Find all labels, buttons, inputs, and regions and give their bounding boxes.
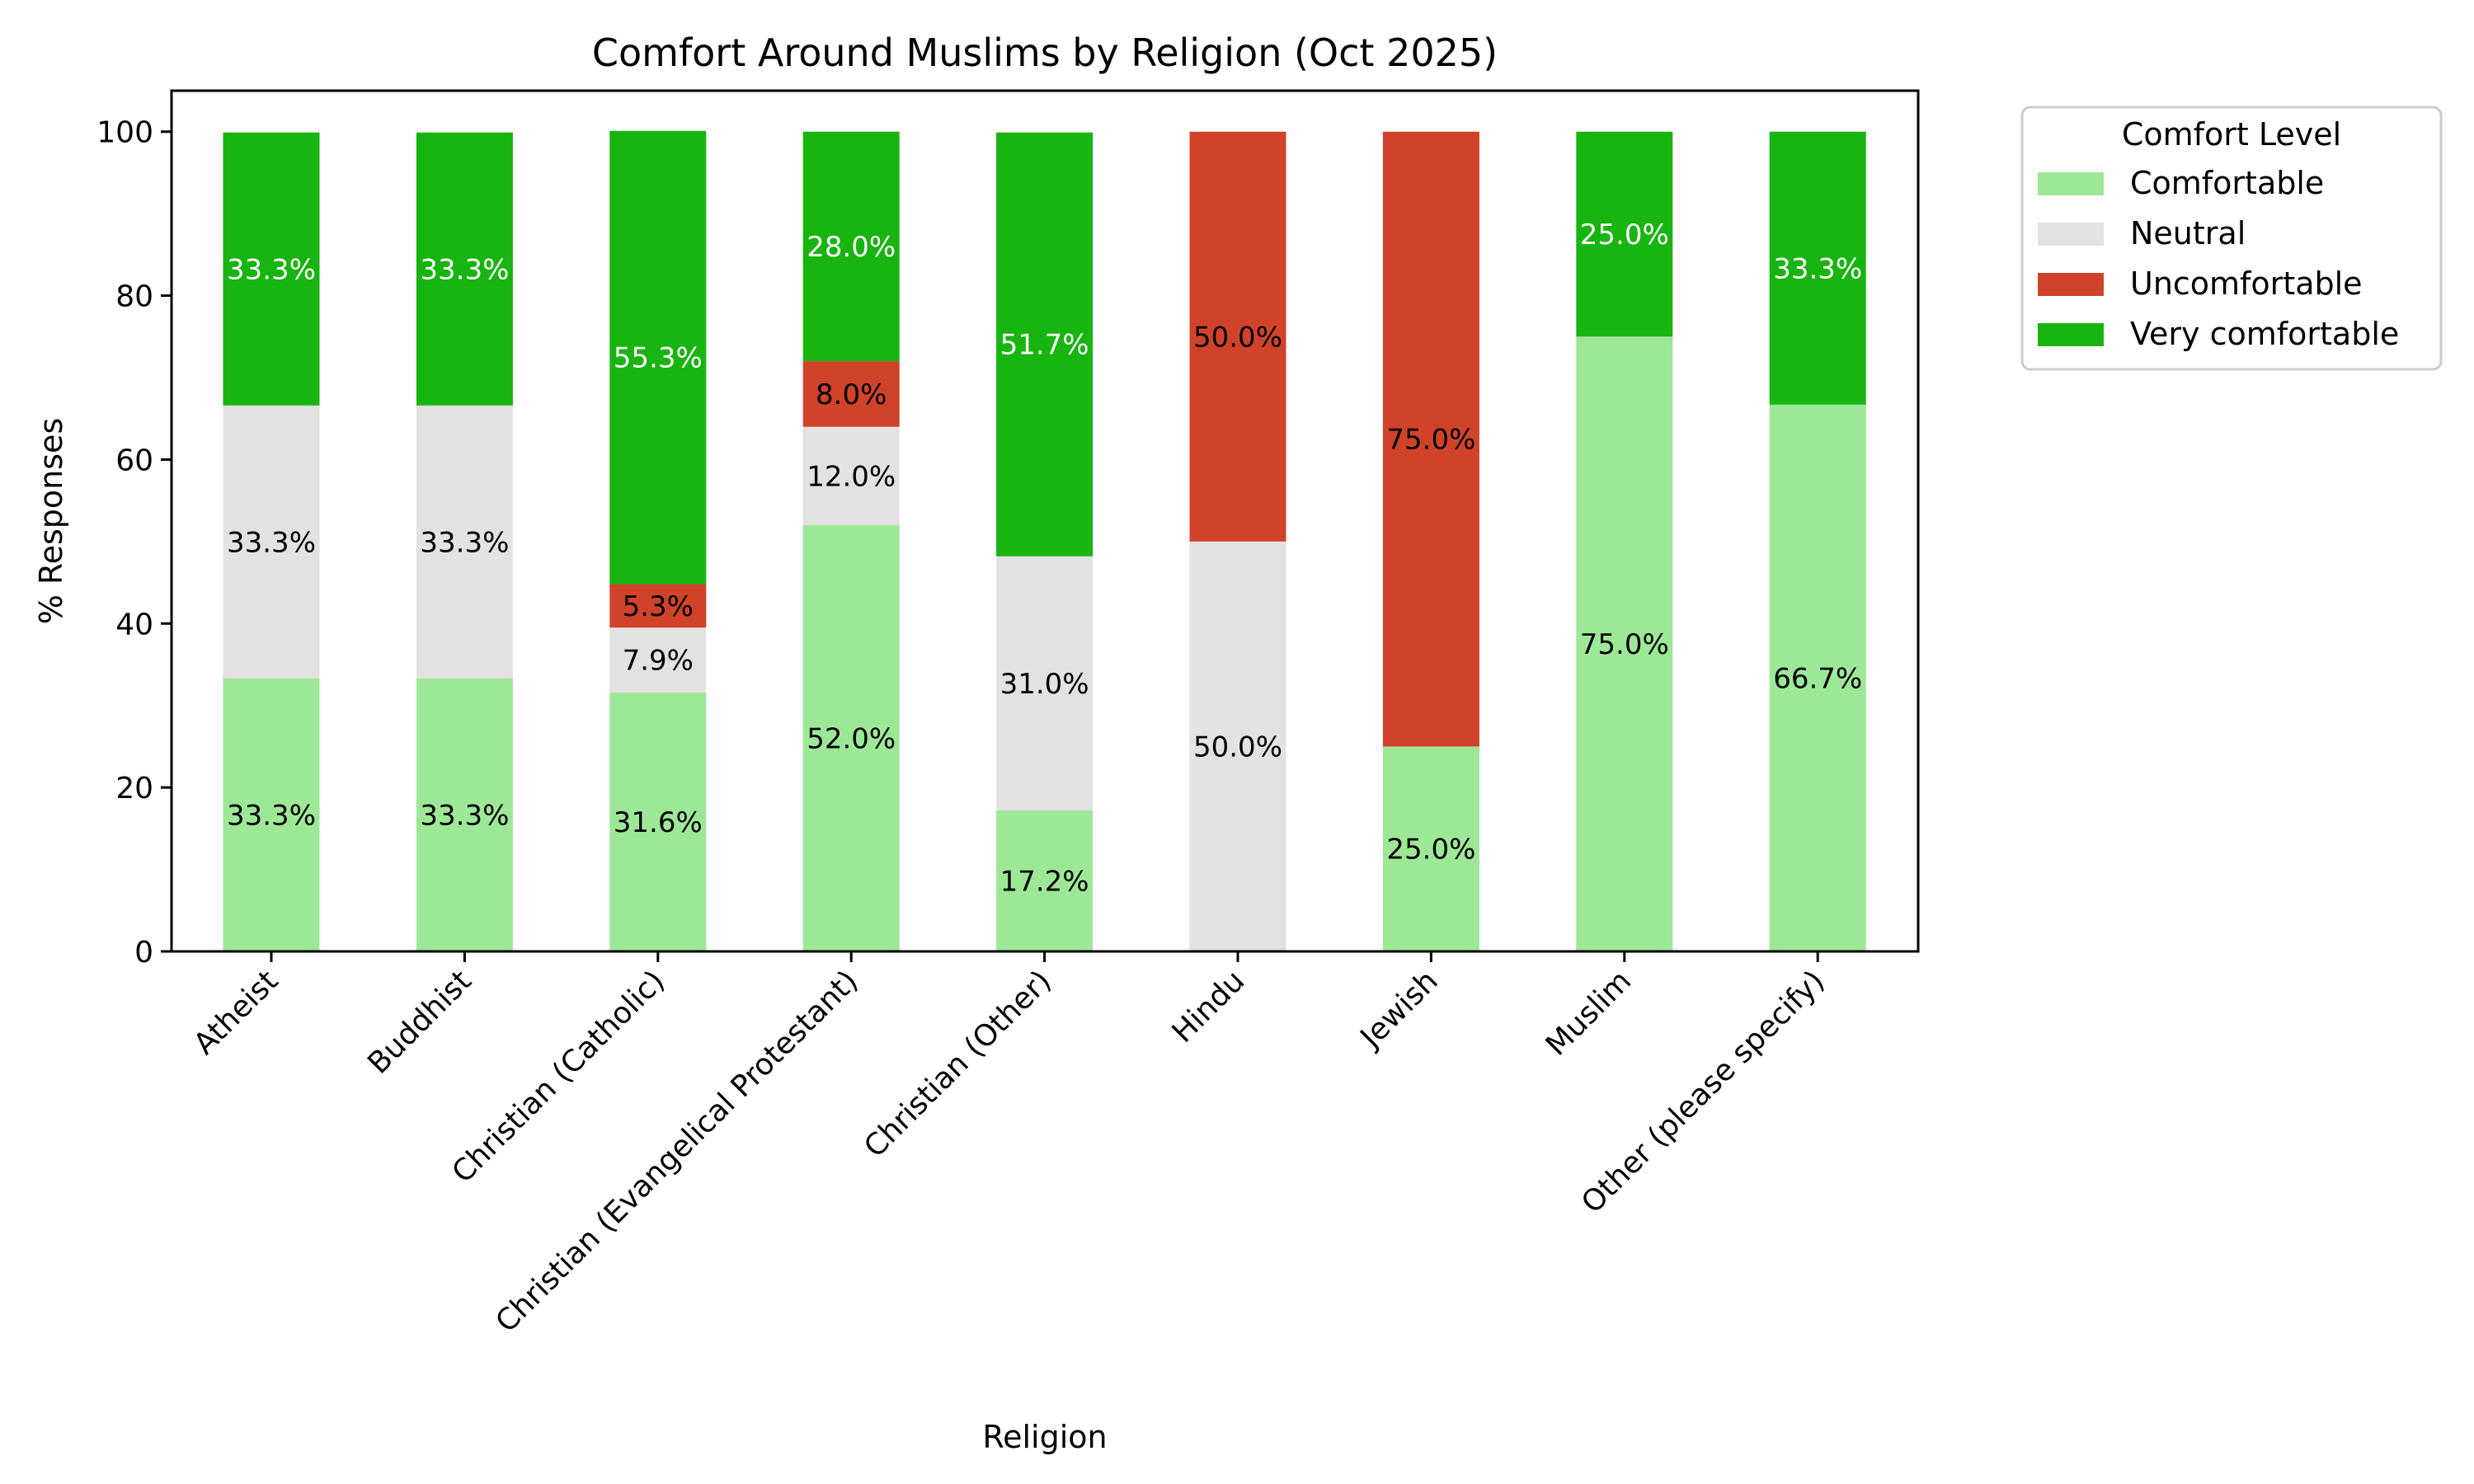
bar-segment bbox=[996, 556, 1094, 810]
bar-segment bbox=[1576, 336, 1673, 951]
legend-entry-label: Uncomfortable bbox=[2130, 265, 2363, 302]
legend-swatch bbox=[2038, 323, 2104, 346]
bar-labels-group: 33.3% 33.3% 33.3% 33.3% 33.3% 33.3% 31.6% 7.9% 5… bbox=[227, 218, 1862, 898]
bar-value-label: 33.3% bbox=[420, 253, 509, 286]
y-axis: 0 20 40 60 80 100 bbox=[96, 116, 172, 970]
bar-value-label: 52.0% bbox=[807, 722, 896, 755]
legend-frame bbox=[2020, 106, 2443, 371]
x-axis-label: Religion bbox=[982, 1419, 1107, 1455]
bar-segment bbox=[1769, 131, 1866, 405]
bar-segment bbox=[416, 405, 513, 679]
x-tick-label: Christian (Evangelical Protestant) bbox=[490, 964, 865, 1339]
x-tick-label: Jewish bbox=[1353, 964, 1445, 1055]
bar-segment bbox=[609, 692, 707, 951]
bar-value-label: 25.0% bbox=[1580, 218, 1669, 251]
y-tick-label: 60 bbox=[115, 444, 153, 477]
bar-value-label: 17.2% bbox=[1000, 865, 1089, 898]
legend: Comfort Level Comfortable Neutral Uncomfor… bbox=[2020, 106, 2443, 371]
bar-value-label: 75.0% bbox=[1580, 628, 1669, 661]
bar-value-label: 33.3% bbox=[420, 799, 509, 832]
y-tick-label: 100 bbox=[96, 116, 153, 150]
legend-title: Comfort Level bbox=[2122, 116, 2341, 153]
bar-segment bbox=[416, 132, 513, 406]
bar-value-label: 31.0% bbox=[1000, 668, 1089, 701]
bar-segment bbox=[223, 132, 320, 406]
bar-segment bbox=[1576, 131, 1673, 337]
bar-segment bbox=[609, 130, 707, 585]
legend-items: Comfortable Neutral Uncomfortable Very comf… bbox=[2038, 165, 2399, 352]
bars-group bbox=[223, 130, 1866, 952]
bar-value-label: 55.3% bbox=[614, 342, 703, 375]
y-tick-label: 20 bbox=[115, 772, 153, 805]
y-tick-label: 0 bbox=[134, 936, 153, 970]
legend-swatch bbox=[2038, 273, 2104, 296]
bar-value-label: 31.6% bbox=[614, 806, 703, 839]
x-tick-label: Christian (Catholic) bbox=[446, 964, 672, 1190]
y-tick-label: 80 bbox=[115, 280, 153, 314]
bar-value-label: 33.3% bbox=[420, 526, 509, 559]
bar-value-label: 25.0% bbox=[1386, 834, 1475, 866]
bar-segment bbox=[609, 627, 707, 693]
bar-segment bbox=[802, 524, 900, 951]
x-tick-label: Muslim bbox=[1540, 964, 1638, 1062]
y-axis-label: % Responses bbox=[33, 418, 69, 625]
bar-segment bbox=[416, 678, 513, 951]
legend-swatch bbox=[2038, 223, 2104, 246]
bar-value-label: 50.0% bbox=[1193, 730, 1282, 763]
legend-entry-label: Very comfortable bbox=[2130, 316, 2399, 352]
bar-value-label: 75.0% bbox=[1386, 424, 1475, 457]
x-tick-label: Buddhist bbox=[361, 964, 477, 1080]
bar-segment bbox=[609, 584, 707, 628]
bar-value-label: 5.3% bbox=[623, 590, 694, 623]
bar-value-label: 7.9% bbox=[623, 645, 694, 678]
bar-segment bbox=[1382, 131, 1479, 747]
bar-value-label: 8.0% bbox=[816, 378, 887, 411]
legend-entry-label: Comfortable bbox=[2130, 165, 2324, 201]
bar-value-label: 28.0% bbox=[807, 231, 896, 264]
bar-value-label: 12.0% bbox=[807, 460, 896, 493]
bar-segment bbox=[802, 361, 900, 427]
bar-value-label: 51.7% bbox=[1000, 329, 1089, 362]
bar-value-label: 33.3% bbox=[227, 253, 316, 286]
x-tick-label: Christian (Other) bbox=[858, 964, 1058, 1164]
x-tick-label: Hindu bbox=[1166, 964, 1252, 1050]
bar-segment bbox=[802, 426, 900, 525]
bar-value-label: 33.3% bbox=[1773, 252, 1862, 285]
bar-segment bbox=[1382, 746, 1479, 951]
bar-value-label: 50.0% bbox=[1193, 321, 1282, 354]
bar-segment bbox=[223, 678, 320, 951]
bar-segment bbox=[996, 132, 1094, 556]
bar-segment bbox=[223, 405, 320, 679]
y-tick-label: 40 bbox=[115, 608, 153, 641]
legend-entry-label: Neutral bbox=[2130, 215, 2246, 251]
bar-segment bbox=[1189, 131, 1286, 542]
x-tick-label: Atheist bbox=[187, 964, 285, 1061]
bar-segment bbox=[802, 131, 900, 362]
bar-value-label: 66.7% bbox=[1773, 662, 1862, 695]
bar-segment bbox=[1189, 541, 1286, 951]
bar-segment bbox=[1769, 404, 1866, 952]
legend-swatch bbox=[2038, 172, 2104, 195]
bar-value-label: 33.3% bbox=[227, 799, 316, 832]
bar-value-label: 33.3% bbox=[227, 526, 316, 559]
bar-segment bbox=[996, 810, 1094, 951]
chart-title: Comfort Around Muslims by Religion (Oct … bbox=[592, 31, 1498, 75]
